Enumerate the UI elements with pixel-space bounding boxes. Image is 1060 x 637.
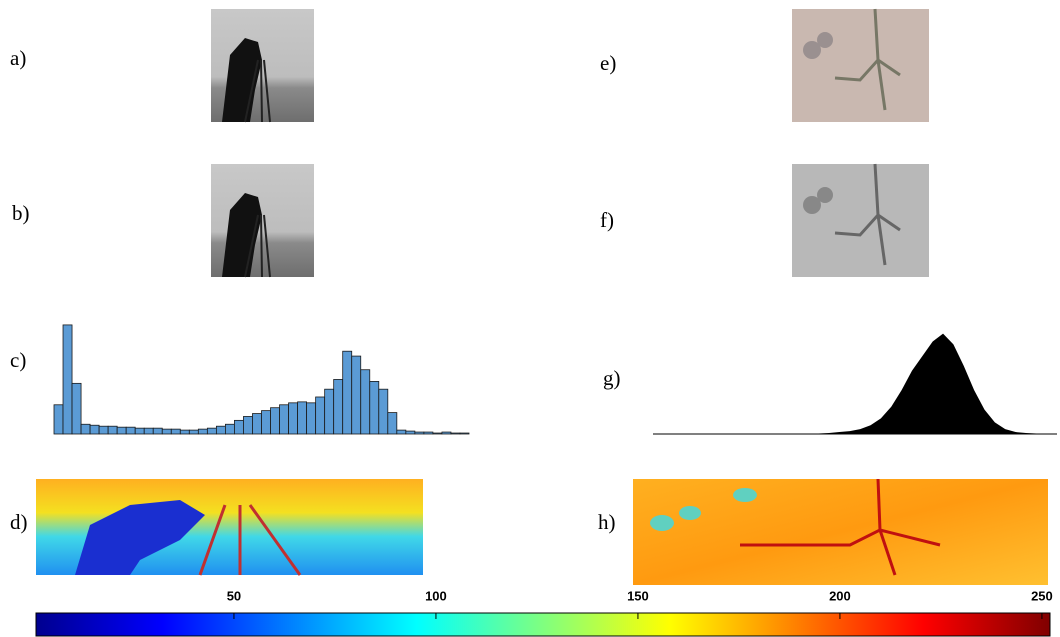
- bar: [450, 432, 461, 435]
- bar: [279, 404, 289, 435]
- bar: [215, 425, 226, 435]
- bar: [62, 324, 73, 435]
- bar: [89, 424, 100, 435]
- tick-label: 50: [227, 588, 241, 603]
- tick-label: 250: [1031, 588, 1053, 603]
- histogram-area: [653, 333, 1057, 434]
- bar: [288, 402, 298, 435]
- bar: [423, 431, 434, 435]
- panel-label: d): [10, 510, 28, 534]
- bar: [441, 431, 452, 435]
- bar: [414, 431, 425, 435]
- bar: [206, 427, 217, 435]
- bar: [360, 369, 371, 435]
- bar: [261, 410, 271, 435]
- panel-label: f): [600, 208, 614, 232]
- bar: [107, 425, 118, 435]
- bar: [80, 423, 91, 435]
- bar: [53, 404, 64, 435]
- bar: [197, 428, 208, 435]
- bar: [170, 428, 181, 435]
- bar: [143, 427, 154, 435]
- panel-label: e): [600, 51, 616, 75]
- photo-a: [211, 9, 314, 123]
- bar: [342, 350, 353, 435]
- bar: [333, 379, 344, 435]
- panel-label: h): [598, 510, 616, 534]
- bar: [378, 388, 389, 435]
- panel-label: b): [12, 201, 30, 225]
- bar: [134, 427, 145, 435]
- bar: [297, 401, 308, 435]
- bar: [324, 388, 335, 435]
- bar: [405, 430, 416, 435]
- bar: [98, 425, 109, 435]
- bar: [270, 407, 280, 435]
- bar: [179, 429, 190, 435]
- bar: [396, 429, 407, 435]
- panel-label: a): [10, 46, 26, 70]
- bar: [188, 429, 199, 435]
- heatmap-h: [633, 478, 1048, 585]
- bar: [252, 413, 262, 435]
- tick-label: 100: [425, 588, 447, 603]
- bar: [116, 426, 127, 435]
- bar: [225, 423, 235, 435]
- bar: [234, 419, 244, 435]
- bar: [459, 432, 470, 435]
- bar: [71, 382, 82, 435]
- colorbar: [35, 612, 1051, 637]
- bar: [152, 427, 163, 435]
- photo-b: [211, 164, 314, 278]
- bar: [306, 402, 317, 435]
- bar: [315, 396, 326, 435]
- panel-label: c): [10, 348, 26, 372]
- panel-label: g): [603, 366, 621, 390]
- heatmap-d: [36, 479, 423, 576]
- bar: [243, 416, 253, 435]
- bar: [351, 355, 362, 435]
- tick-label: 200: [829, 588, 851, 603]
- tick-label: 150: [627, 588, 649, 603]
- bar: [387, 412, 398, 435]
- bar: [369, 381, 380, 435]
- photo-e: [792, 8, 929, 122]
- bar: [161, 428, 172, 435]
- bar: [432, 432, 443, 435]
- photo-f: [792, 163, 929, 277]
- bar: [125, 426, 136, 435]
